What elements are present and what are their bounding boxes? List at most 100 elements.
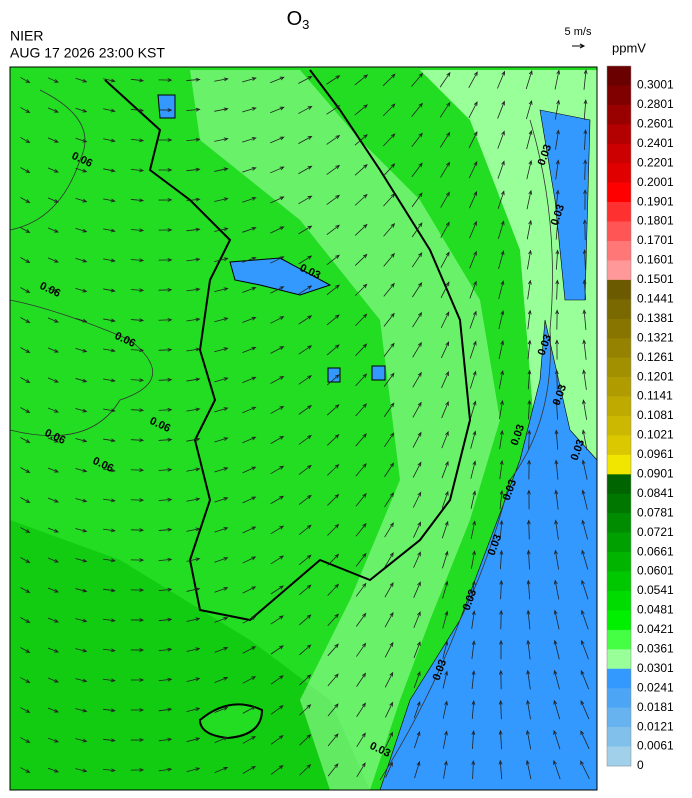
- wind-arrow: [298, 135, 313, 144]
- wind-arrow: [326, 434, 340, 446]
- wind-arrow: [242, 765, 257, 774]
- wind-arrow: [242, 706, 257, 714]
- wind-arrow: [214, 647, 229, 653]
- wind-arrow: [526, 159, 533, 180]
- wind-arrow: [441, 400, 449, 419]
- wind-arrow: [186, 77, 201, 82]
- wind-arrow: [103, 468, 116, 473]
- wind-arrow: [20, 227, 31, 234]
- wind-arrow: [242, 646, 257, 654]
- wind-arrow: [103, 348, 116, 353]
- wind-arrow: [385, 701, 394, 718]
- wind-arrow: [242, 346, 257, 353]
- wind-arrow: [47, 617, 60, 623]
- wind-arrow: [130, 738, 145, 742]
- wind-arrow: [270, 346, 285, 354]
- wind-arrow: [270, 435, 285, 444]
- wind-arrow: [499, 399, 504, 420]
- wind-arrow: [583, 189, 587, 210]
- wind-arrow: [298, 315, 313, 325]
- wind-arrow: [298, 255, 313, 265]
- wind-arrow: [242, 676, 257, 684]
- wind-arrow: [298, 105, 313, 114]
- wind-arrow: [130, 558, 145, 562]
- colorbar-box: [607, 668, 631, 689]
- wind-arrow: [186, 467, 201, 472]
- wind-arrow: [326, 404, 340, 416]
- wind-arrow: [75, 107, 88, 113]
- wind-arrow: [327, 553, 340, 566]
- wind-arrow: [214, 467, 229, 473]
- wind-arrow: [553, 759, 561, 780]
- colorbar-label: 0.0481: [637, 603, 674, 617]
- colorbar-label: 0.0781: [637, 505, 674, 519]
- wind-arrow: [242, 736, 257, 744]
- wind-arrow: [326, 194, 341, 205]
- wind-arrow: [270, 764, 284, 775]
- wind-arrow: [555, 309, 560, 330]
- wind-arrow: [158, 737, 173, 742]
- wind-arrow: [103, 288, 116, 293]
- wind-arrow: [75, 438, 88, 443]
- wind-arrow: [158, 317, 173, 322]
- wind-arrow: [527, 429, 532, 450]
- wind-arrow: [326, 224, 341, 236]
- wind-arrow: [555, 249, 560, 270]
- wind-arrow: [75, 287, 88, 293]
- wind-arrow: [441, 371, 449, 389]
- wind-arrow: [299, 674, 312, 686]
- wind-arrow: [75, 167, 88, 173]
- wind-arrow: [214, 557, 229, 563]
- wind-arrow: [326, 314, 340, 326]
- wind-arrow: [356, 702, 366, 717]
- wind-arrow: [186, 377, 201, 382]
- colorbar-box: [607, 688, 631, 708]
- wind-arrow: [103, 378, 116, 383]
- wind-arrow: [20, 467, 31, 473]
- wind-arrow: [20, 617, 31, 623]
- wind-arrow: [158, 198, 173, 202]
- wind-arrow: [327, 703, 339, 717]
- wind-arrow: [526, 219, 533, 240]
- wind-arrow: [103, 588, 116, 593]
- wind-arrow: [158, 407, 173, 412]
- wind-arrow: [384, 552, 394, 568]
- wind-arrow: [270, 735, 284, 745]
- wind-arrow: [497, 190, 505, 209]
- wind-arrow: [327, 493, 340, 506]
- wind-arrow: [384, 492, 394, 508]
- colorbar-box: [607, 454, 631, 475]
- wind-arrow: [75, 648, 88, 653]
- wind-arrow: [75, 618, 88, 623]
- wind-arrow: [298, 405, 312, 415]
- wind-arrow: [47, 77, 59, 83]
- wind-arrow: [355, 612, 367, 627]
- wind-arrow: [555, 129, 560, 150]
- wind-arrow: [498, 729, 503, 750]
- wind-arrow: [355, 403, 368, 417]
- wind-arrow: [412, 371, 422, 388]
- wind-arrow: [75, 708, 88, 713]
- wind-arrow: [214, 497, 229, 503]
- wind-arrow: [103, 648, 116, 653]
- wind-arrow: [298, 345, 313, 355]
- colorbar-box: [607, 299, 631, 320]
- colorbar-label: 0.0241: [637, 680, 674, 694]
- wind-arrow: [298, 494, 312, 505]
- wind-arrow: [354, 223, 368, 236]
- wind-arrow: [581, 459, 588, 480]
- wind-arrow: [214, 766, 229, 773]
- wind-arrow: [553, 729, 561, 750]
- colorbar-box: [607, 396, 631, 417]
- wind-arrow: [582, 339, 587, 360]
- wind-arrow: [242, 227, 257, 233]
- wind-arrow: [439, 101, 451, 118]
- wind-arrow: [384, 462, 395, 478]
- wind-arrow: [103, 618, 116, 623]
- wind-arrow: [130, 228, 145, 233]
- colorbar-box: [607, 746, 631, 767]
- wind-arrow: [354, 193, 368, 206]
- wind-arrow: [130, 618, 145, 622]
- wind-arrow: [158, 437, 173, 442]
